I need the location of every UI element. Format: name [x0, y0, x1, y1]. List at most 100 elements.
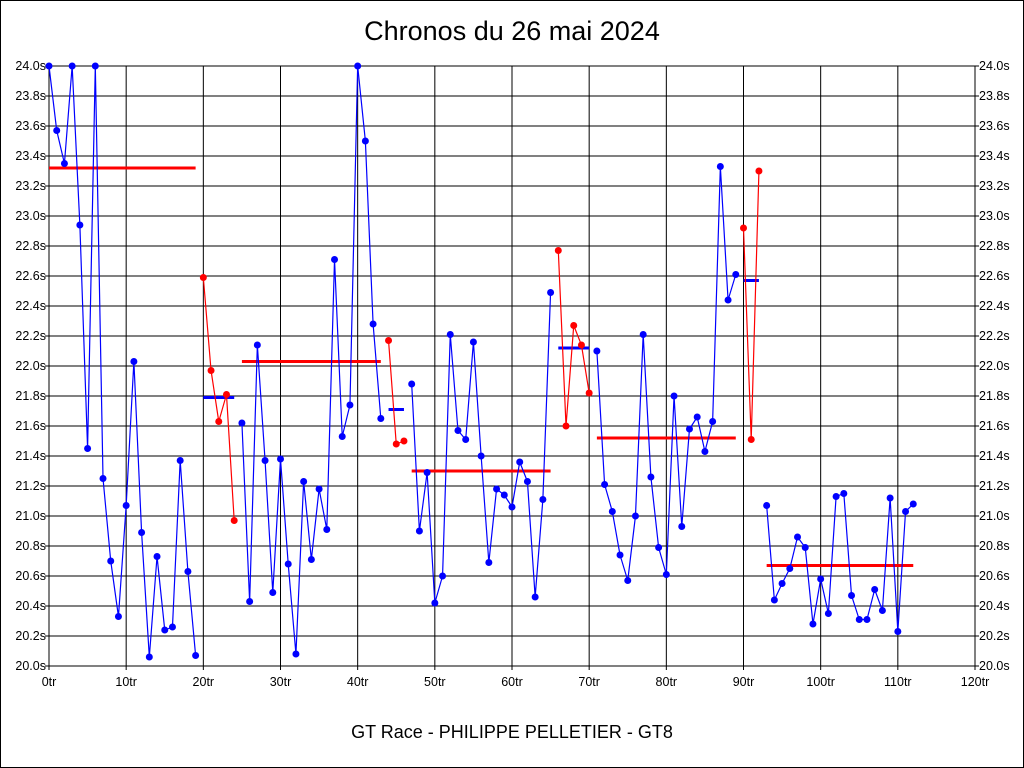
y-tick-label-left: 20.0s — [15, 659, 46, 673]
y-tick-label-left: 20.6s — [15, 569, 46, 583]
lap-point — [392, 440, 400, 448]
lap-point — [724, 296, 732, 304]
lap-point — [562, 422, 570, 430]
x-tick-label: 80tr — [656, 675, 678, 689]
lap-point — [300, 478, 308, 485]
lap-point — [886, 494, 894, 502]
stint-line-5 — [411, 292, 552, 604]
y-tick-label-right: 21.4s — [979, 449, 1010, 463]
lap-point — [269, 589, 277, 596]
lap-point — [53, 127, 61, 134]
lap-point — [693, 413, 701, 421]
chart-title: Chronos du 26 mai 2024 — [364, 16, 660, 46]
y-tick-label-right: 23.6s — [979, 119, 1010, 133]
lap-point — [577, 341, 585, 349]
lap-point — [794, 533, 802, 541]
lap-point — [902, 508, 910, 515]
lap-point — [346, 401, 354, 409]
y-tick-label-left: 20.8s — [15, 539, 46, 553]
lap-point — [361, 137, 369, 145]
lap-point — [423, 469, 431, 476]
lap-point — [855, 616, 863, 623]
lap-point — [763, 502, 771, 509]
x-tick-label: 40tr — [347, 675, 369, 689]
lap-point — [369, 320, 377, 328]
lap-point — [647, 473, 655, 481]
x-tick-label: 10tr — [115, 675, 137, 689]
lap-point — [68, 62, 76, 70]
lap-point — [469, 338, 477, 346]
y-tick-label-right: 20.0s — [979, 659, 1010, 673]
y-tick-label-right: 22.8s — [979, 239, 1010, 253]
y-tick-label-left: 21.2s — [15, 479, 46, 493]
lap-point — [747, 436, 755, 443]
stint-line-4 — [387, 340, 405, 445]
y-tick-label-left: 23.4s — [15, 149, 46, 163]
stint-line-6 — [557, 250, 590, 427]
x-tick-label: 20tr — [193, 675, 215, 689]
x-tick-label: 60tr — [501, 675, 523, 689]
lap-point — [261, 457, 269, 464]
lap-point — [639, 331, 647, 338]
lap-point — [485, 559, 493, 566]
lap-point — [60, 160, 68, 167]
lap-point — [770, 596, 778, 604]
lap-point — [385, 337, 393, 344]
lap-point — [894, 628, 902, 635]
lap-point — [531, 593, 539, 601]
lap-point — [192, 652, 200, 659]
lap-point — [477, 452, 485, 460]
y-tick-label-right: 24.0s — [979, 59, 1010, 73]
lap-point — [130, 358, 138, 365]
lap-point — [809, 620, 817, 628]
y-tick-label-left: 24.0s — [15, 59, 46, 73]
lap-point — [161, 626, 169, 634]
lap-point — [631, 512, 639, 520]
x-tick-label: 30tr — [270, 675, 292, 689]
y-tick-label-right: 23.8s — [979, 89, 1010, 103]
lap-point — [122, 502, 130, 509]
x-tick-label: 120tr — [961, 675, 990, 689]
lap-point — [508, 503, 516, 511]
lap-point — [45, 62, 53, 70]
lap-point — [539, 496, 547, 503]
lap-point — [701, 448, 709, 455]
lap-point — [145, 653, 153, 661]
y-tick-label-left: 23.6s — [15, 119, 46, 133]
lap-point — [832, 493, 840, 500]
lap-point — [400, 437, 408, 445]
y-tick-label-left: 22.2s — [15, 329, 46, 343]
y-tick-label-right: 22.2s — [979, 329, 1010, 343]
lap-point — [817, 575, 825, 583]
y-tick-label-left: 23.8s — [15, 89, 46, 103]
lap-point — [608, 508, 616, 515]
lap-point — [307, 556, 315, 563]
lap-point — [408, 380, 416, 388]
x-tick-label: 70tr — [578, 675, 600, 689]
plot-border — [48, 65, 976, 667]
y-tick-label-right: 20.2s — [979, 629, 1010, 643]
y-tick-label-right: 20.6s — [979, 569, 1010, 583]
y-tick-label-right: 22.4s — [979, 299, 1010, 313]
stint-line-8 — [742, 170, 760, 440]
lap-point — [446, 331, 454, 338]
lap-point — [76, 221, 84, 229]
lap-point — [755, 167, 763, 175]
lap-point — [454, 427, 462, 434]
lap-point — [909, 500, 917, 508]
stint-line-1 — [48, 65, 197, 658]
lap-point — [685, 425, 693, 433]
chart-footer: GT Race - PHILIPPE PELLETIER - GT8 — [351, 722, 673, 742]
y-tick-label-right: 22.0s — [979, 359, 1010, 373]
y-tick-label-left: 22.6s — [15, 269, 46, 283]
lap-point — [662, 571, 670, 578]
lap-point — [114, 613, 122, 620]
lap-point — [176, 457, 184, 464]
y-tick-label-left: 22.0s — [15, 359, 46, 373]
x-tick-label: 0tr — [42, 675, 57, 689]
lap-point — [554, 247, 562, 254]
lap-point — [323, 526, 331, 533]
lap-point — [377, 415, 385, 422]
x-tick-label: 50tr — [424, 675, 446, 689]
